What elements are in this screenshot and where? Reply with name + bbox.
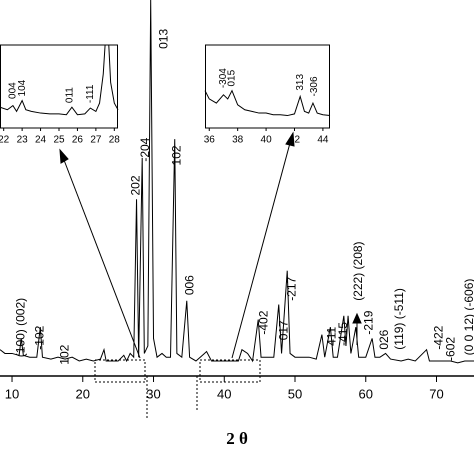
inset-frame: [205, 44, 330, 129]
x-tick-label: 25: [53, 135, 65, 146]
peak-label: 104: [17, 79, 28, 96]
peak-label: -415: [336, 322, 350, 346]
x-tick-label: 26: [72, 135, 84, 146]
peak-label: 017: [277, 320, 291, 340]
peak-label: 015: [227, 69, 238, 86]
peak-label: -111: [85, 84, 96, 103]
peak-label: (119) (-511): [392, 288, 406, 350]
peak-label: 313: [295, 74, 306, 91]
zoom-box: [94, 359, 146, 383]
peak-label: 011: [65, 87, 76, 103]
zoom-box: [199, 359, 261, 383]
plot: 10 20 30 40 50 60 70 (100) (002) -102 102 202 -204 0…: [0, 0, 474, 401]
peak-label: 006: [182, 275, 196, 295]
peak-label: 013: [156, 29, 170, 49]
pattern-line: [0, 0, 474, 364]
peak-label: 102: [170, 145, 184, 165]
x-tick-label: 60: [359, 386, 373, 401]
peak-label: 026: [377, 329, 391, 349]
peak-label: 411: [325, 326, 339, 345]
x-tick-label: 42: [289, 135, 301, 146]
arrowhead: [59, 148, 69, 164]
x-tick-label: 27: [90, 135, 102, 146]
x-tick-label: 23: [17, 135, 29, 146]
pattern-line: [0, 44, 119, 116]
peak-label: (0 0 12) (-606): [462, 279, 474, 356]
peak-label: -217: [284, 276, 298, 300]
x-tick-label: 36: [204, 135, 216, 146]
x-tick-label: 44: [317, 135, 329, 146]
x-tick-label: 20: [76, 386, 90, 401]
x-tick-label: 40: [261, 135, 273, 146]
x-tick-label: 22: [0, 135, 10, 146]
decorations: [59, 131, 362, 420]
arrowhead: [285, 131, 295, 147]
x-tick-label: 28: [109, 135, 121, 146]
peak-label: -402: [257, 310, 271, 334]
peak-label: 004: [8, 82, 19, 99]
arrowhead: [352, 312, 362, 324]
peak-label: -102: [32, 325, 46, 349]
x-axis-label: 2 θ: [226, 429, 248, 448]
arrow: [231, 142, 291, 359]
peak-label: 202: [129, 175, 143, 195]
peak-label: -219: [361, 310, 375, 334]
x-tick-label: 70: [429, 386, 443, 401]
x-tick-label: 50: [288, 386, 302, 401]
peak-label: -306: [309, 76, 320, 96]
peak-label: -602: [444, 337, 458, 361]
peak-label: -422: [432, 325, 446, 349]
x-tick-label: 40: [217, 386, 231, 401]
peak-label: (100) (002): [13, 298, 27, 357]
peak-label: 102: [57, 344, 71, 364]
x-tick-label: 24: [35, 135, 47, 146]
x-tick-label: 10: [5, 386, 19, 401]
pattern-line: [204, 89, 331, 117]
x-tick-label: 38: [232, 135, 244, 146]
peak-label: -304: [218, 68, 229, 88]
peak-label: (222) (208): [351, 241, 365, 300]
arrow: [63, 159, 141, 359]
peak-label: -204: [138, 137, 152, 161]
x-tick-label: 30: [146, 386, 160, 401]
